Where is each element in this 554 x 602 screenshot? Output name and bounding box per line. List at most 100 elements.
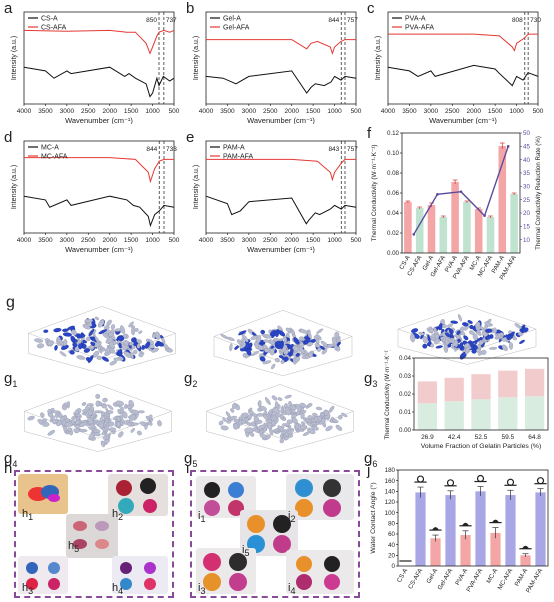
gelatin-particle-highlighted	[238, 330, 247, 336]
gelatin-particle	[131, 327, 135, 336]
gelatin-particle	[300, 424, 307, 430]
gelatin-particle	[256, 334, 262, 344]
gelatin-particle-highlighted	[67, 325, 75, 330]
gelatin-particle	[132, 349, 138, 355]
droplet-icon	[536, 477, 545, 485]
spectrum-line-gel-afa	[206, 39, 356, 55]
spectrum-line-mc-a	[23, 195, 175, 228]
plot-frame	[397, 469, 549, 567]
gelatin-particle	[96, 355, 102, 360]
y-tick-label: 0.01	[399, 409, 412, 416]
gelatin-particle-highlighted	[522, 327, 529, 333]
gelatin-particle-highlighted	[144, 341, 151, 349]
gelatin-particle	[457, 314, 463, 322]
gelatin-particle	[60, 416, 65, 423]
gelatin-particle	[106, 319, 112, 327]
gelatin-particle-highlighted	[411, 328, 419, 333]
gelatin-particle	[257, 424, 266, 430]
gelatin-particle	[518, 332, 524, 336]
y-tick-label: 0.04	[399, 355, 412, 362]
x-tick-label: 500	[533, 108, 544, 115]
gelatin-particle	[284, 407, 291, 416]
gelatin-particle	[71, 420, 75, 425]
x-tick-label: 2500	[81, 237, 96, 244]
x-tick-label: 3500	[220, 237, 235, 244]
gelatin-particle	[231, 402, 237, 410]
gelatin-particle	[67, 427, 73, 432]
gelatin-particle-highlighted	[234, 345, 239, 350]
gelatin-particle	[84, 319, 94, 323]
gelatin-particle	[130, 428, 135, 433]
gelatin-particle	[269, 348, 275, 356]
gelatin-particle	[275, 409, 281, 415]
gelatin-particle	[328, 405, 335, 413]
peak-annotation: 733	[166, 146, 177, 153]
spectrum-line-cs-afa	[23, 29, 175, 55]
gelatin-particle-highlighted	[438, 323, 443, 331]
bar-upper-segment	[444, 377, 464, 402]
gelatin-particle-highlighted	[72, 342, 78, 348]
photo-h2	[108, 474, 168, 516]
gelatin-particle	[422, 335, 428, 344]
x-tick-label: 2500	[81, 108, 96, 115]
gelatin-particle	[472, 333, 478, 341]
panel-label-g5: g5	[184, 450, 198, 469]
gelatin-particle	[107, 410, 114, 414]
panel-label-g3: g3	[364, 370, 378, 389]
y-axis-label: Intensity (a.u.)	[11, 165, 18, 209]
gelatin-particle	[114, 328, 122, 332]
y-tick-label: 100	[385, 510, 396, 517]
gelatin-particle	[93, 350, 100, 358]
gelatin-particle	[250, 350, 260, 357]
y-axis-label: Intensity (a.u.)	[193, 165, 200, 209]
peak-annotation: 757	[347, 17, 358, 24]
bar-gel-afa	[445, 495, 456, 566]
x-category-label: 26.9	[421, 434, 434, 441]
gelatin-particle	[129, 414, 136, 422]
droplet-icon	[476, 474, 485, 483]
x-category-label: CS-A	[396, 567, 410, 584]
gelatin-particle-highlighted	[141, 345, 146, 350]
gelatin-particle	[161, 337, 166, 343]
gelatin-particle	[226, 336, 235, 341]
gelatin-particle	[130, 351, 134, 360]
gelatin-particle-highlighted	[422, 343, 428, 349]
x-category-label: 64.8	[528, 434, 541, 441]
gelatin-particle	[317, 347, 322, 352]
gelatin-particle-highlighted	[83, 348, 90, 353]
x-tick-label: 1500	[306, 237, 321, 244]
gelatin-particle	[426, 326, 433, 331]
gelatin-particle	[465, 346, 470, 355]
gelatin-particle	[115, 421, 121, 427]
y-tick-label: 0.06	[387, 190, 400, 197]
bar-pam-afa	[535, 492, 546, 566]
y-axis-label: Intensity (a.u.)	[11, 36, 18, 80]
simulation-render-g2	[213, 309, 353, 377]
panel-label-i: i	[186, 460, 190, 477]
gelatin-particle	[241, 334, 249, 343]
legend-label: CS-A	[41, 16, 58, 23]
simulation-box-outline	[213, 336, 353, 377]
x-tick-label: 4000	[17, 237, 32, 244]
x-axis-label: Wavenumber (cm⁻¹)	[65, 116, 133, 124]
gelatin-particle-highlighted	[90, 341, 96, 346]
gelatin-particle	[285, 327, 291, 333]
gelatin-particle	[270, 419, 276, 427]
x-tick-label: 2000	[102, 237, 117, 244]
gelatin-particle	[264, 347, 270, 353]
gelatin-particle	[226, 416, 231, 420]
gelatin-particle	[107, 404, 114, 410]
gelatin-particle-highlighted	[246, 348, 252, 356]
gelatin-particle-highlighted	[295, 352, 300, 357]
gelatin-particle	[248, 410, 254, 415]
x-axis-label: Wavenumber (cm⁻¹)	[429, 116, 497, 124]
ftir-chart-d: 844 733 MC-A MC-AFA 4000 3500 3000 2500 2000 1500…	[11, 140, 180, 253]
gelatin-particle	[331, 336, 338, 346]
gelatin-particle-highlighted	[435, 345, 443, 349]
bar-lower-segment	[524, 396, 545, 430]
plot-frame	[23, 11, 175, 105]
droplet-icon	[491, 519, 500, 523]
gelatin-particle	[279, 438, 284, 444]
legend-label: Gel-A	[223, 16, 241, 23]
